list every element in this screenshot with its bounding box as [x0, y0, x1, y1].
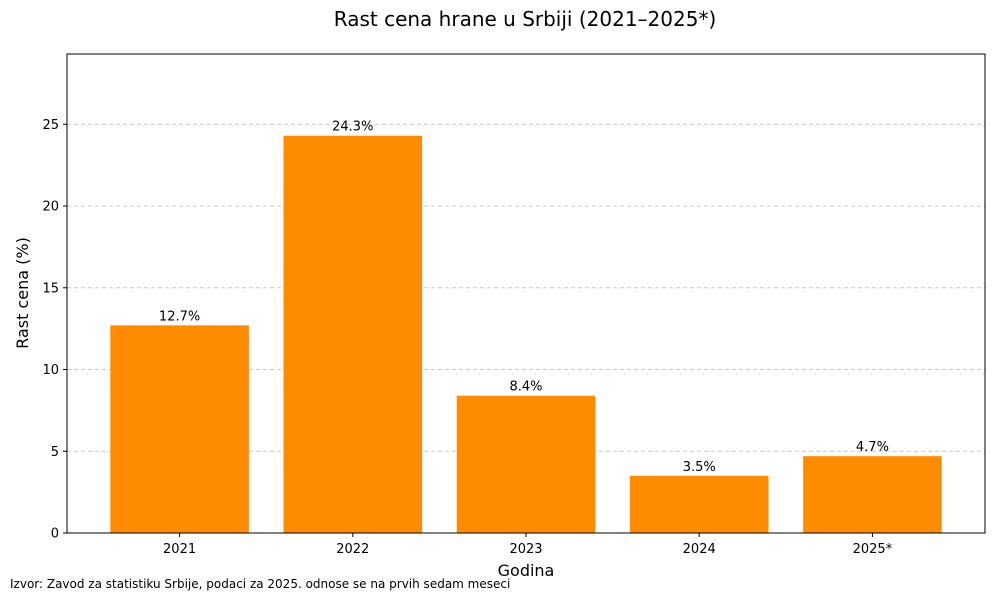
bar-value-label: 24.3%	[332, 120, 373, 135]
bar-value-labels: 12.7% 24.3% 8.4% 3.5% 4.7%	[159, 120, 889, 475]
x-tick-label: 2022	[336, 542, 369, 557]
bar-2025*	[803, 456, 942, 533]
chart-title: Rast cena hrane u Srbiji (2021–2025*)	[334, 7, 717, 31]
bar-value-label: 4.7%	[856, 440, 889, 455]
bars	[110, 135, 942, 534]
y-tick-label: 25	[42, 118, 59, 133]
y-tick-label: 10	[42, 363, 59, 378]
bar-2022	[283, 135, 423, 534]
bar-2023	[456, 395, 596, 533]
y-axis-label: Rast cena (%)	[13, 237, 32, 349]
x-tick-label: 2023	[509, 542, 542, 557]
x-tick-label: 2024	[683, 542, 716, 557]
x-axis: 2021 2022 2023 2024 2025*	[163, 533, 893, 557]
bar-value-label: 8.4%	[509, 380, 542, 395]
y-tick-label: 20	[42, 200, 59, 215]
y-tick-label: 0	[51, 527, 59, 542]
y-tick-label: 15	[42, 281, 59, 296]
bar-value-label: 3.5%	[683, 460, 716, 475]
source-footnote: Izvor: Zavod za statistiku Srbije, podac…	[10, 577, 511, 591]
x-tick-label: 2025*	[853, 542, 893, 557]
y-axis: 0 5 10 15 20 25	[42, 118, 67, 542]
bar-value-label: 12.7%	[159, 309, 200, 324]
x-axis-label: Godina	[498, 561, 555, 580]
x-tick-label: 2021	[163, 542, 196, 557]
bar-2021	[110, 325, 249, 533]
bar-2024	[629, 475, 769, 533]
y-tick-label: 5	[51, 445, 59, 460]
